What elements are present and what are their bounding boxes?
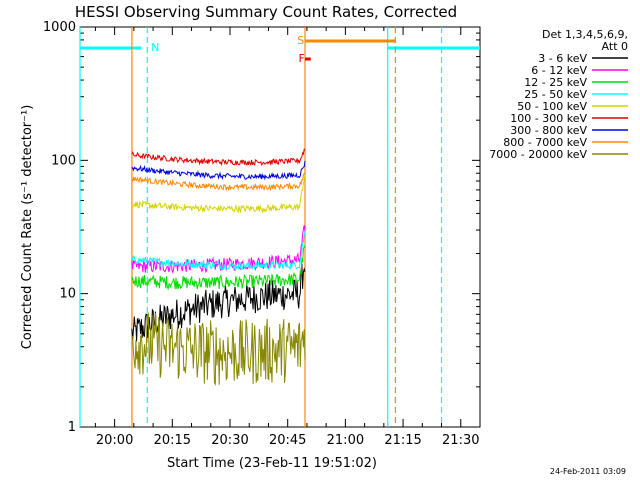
x-tick-label: 20:15 bbox=[154, 433, 191, 448]
axis-ticks bbox=[80, 26, 481, 428]
legend-entry-label: 100 - 300 keV bbox=[510, 112, 587, 125]
series-line bbox=[131, 148, 306, 167]
series-line bbox=[131, 172, 306, 192]
series-layer bbox=[131, 148, 306, 386]
legend-entry-label: 300 - 800 keV bbox=[510, 124, 587, 137]
y-tick-label: 100 bbox=[51, 153, 76, 168]
x-tick-label: 20:00 bbox=[96, 433, 133, 448]
series-line bbox=[131, 231, 306, 271]
y-axis-label: Corrected Count Rate (s⁻¹ detector⁻¹) bbox=[20, 105, 35, 350]
legend-header-line1: Det 1,3,4,5,6,9, bbox=[542, 28, 628, 41]
footer-stamp: 24-Feb-2011 03:09 bbox=[550, 467, 626, 476]
series-line bbox=[131, 245, 306, 291]
legend-entry-label: 3 - 6 keV bbox=[538, 52, 587, 65]
flag-markers: N SF bbox=[79, 27, 480, 427]
legend-entry-label: 25 - 50 keV bbox=[524, 88, 587, 101]
x-axis-label: Start Time (23-Feb-11 19:51:02) bbox=[167, 456, 377, 471]
series-line bbox=[131, 160, 306, 181]
night-flag-label: N bbox=[151, 41, 159, 54]
legend-entry-label: 6 - 12 keV bbox=[531, 64, 587, 77]
legend-entry-label: 7000 - 20000 keV bbox=[489, 148, 587, 161]
y-tick-labels: 1 10 100 1000 bbox=[43, 20, 76, 435]
x-tick-label: 21:15 bbox=[384, 433, 421, 448]
series-line bbox=[131, 312, 306, 386]
x-tick-label: 20:30 bbox=[211, 433, 248, 448]
legend-header-line2: Att 0 bbox=[602, 40, 628, 53]
y-tick-label: 10 bbox=[59, 287, 76, 302]
legend-entry-label: 12 - 25 keV bbox=[524, 76, 587, 89]
series-line bbox=[131, 263, 306, 342]
flare-flag-label: F bbox=[298, 52, 304, 65]
saa-flag-label: S bbox=[297, 34, 304, 47]
chart-title: HESSI Observing Summary Count Rates, Cor… bbox=[75, 3, 457, 21]
legend-entry-label: 50 - 100 keV bbox=[517, 100, 587, 113]
y-tick-label: 1 bbox=[68, 420, 76, 435]
x-tick-label: 21:30 bbox=[442, 433, 479, 448]
x-tick-label: 21:00 bbox=[327, 433, 364, 448]
series-line bbox=[131, 224, 306, 274]
legend-entry-label: 800 - 7000 keV bbox=[503, 136, 587, 149]
x-tick-labels: 20:00 20:15 20:30 20:45 21:00 21:15 21:30 bbox=[96, 433, 480, 448]
y-tick-label: 1000 bbox=[43, 20, 76, 35]
x-tick-label: 20:45 bbox=[269, 433, 306, 448]
series-line bbox=[131, 174, 306, 214]
